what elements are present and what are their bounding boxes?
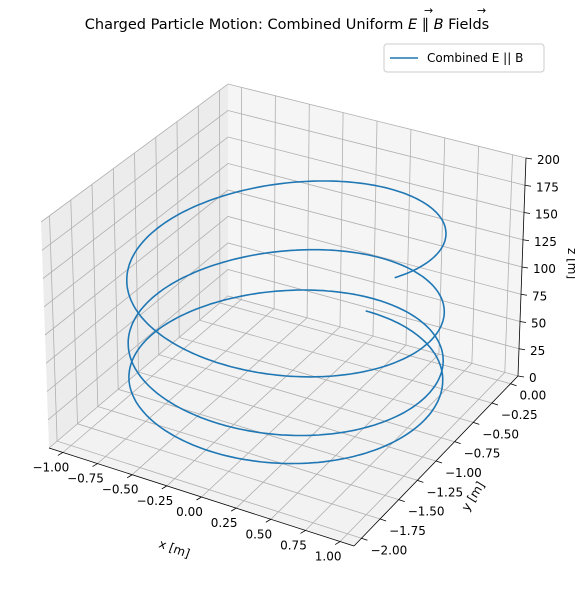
x-tick-4 bbox=[196, 496, 202, 501]
z-tick-label-3: 75 bbox=[532, 289, 547, 303]
z-tick-5 bbox=[522, 239, 530, 242]
tick-labels: −1.00−0.75−0.50−0.250.000.250.500.751.00… bbox=[32, 153, 559, 564]
x-tick-label-7: 0.75 bbox=[280, 538, 307, 552]
x-tick-0 bbox=[57, 452, 64, 456]
y-tick-label-4: −1.00 bbox=[445, 466, 482, 480]
z-tick-8 bbox=[525, 157, 533, 160]
y-tick-5 bbox=[454, 441, 461, 445]
x-tick-label-5: 0.25 bbox=[211, 516, 238, 530]
x-tick-7 bbox=[300, 530, 306, 534]
y-tick-label-0: −2.00 bbox=[370, 543, 407, 557]
legend-box bbox=[383, 43, 545, 73]
legend-label-combined: Combined E || B bbox=[427, 51, 523, 65]
z-grid-line-5 bbox=[43, 163, 524, 308]
z-tick-4 bbox=[521, 266, 529, 269]
series-line-0 bbox=[126, 180, 447, 465]
z-tick-label-7: 175 bbox=[536, 180, 559, 194]
b-vector-arrow-icon: → bbox=[477, 4, 486, 17]
z-tick-label-5: 125 bbox=[534, 235, 557, 249]
y-tick-label-3: −1.25 bbox=[426, 485, 463, 499]
x-tick-2 bbox=[126, 474, 133, 479]
z-tick-6 bbox=[523, 212, 531, 214]
chart-title: Charged Particle Motion: Combined Unifor… bbox=[85, 17, 489, 33]
z-grid-line-7 bbox=[41, 110, 526, 251]
tick-marks bbox=[57, 157, 533, 545]
z-tick-label-1: 25 bbox=[530, 344, 545, 358]
z-tick-2 bbox=[519, 321, 527, 323]
z-grid-line-8 bbox=[40, 83, 527, 223]
z-tick-0 bbox=[517, 375, 525, 378]
y-tick-7 bbox=[491, 402, 499, 406]
z-grid-line-2 bbox=[46, 242, 521, 392]
z-grid-line-6 bbox=[42, 136, 525, 279]
e-field-symbol: E bbox=[408, 17, 418, 33]
x-tick-label-0: −1.00 bbox=[32, 460, 69, 474]
z-tick-label-4: 100 bbox=[533, 262, 556, 276]
z-tick-1 bbox=[518, 348, 526, 351]
x-tick-5 bbox=[230, 507, 237, 512]
y-tick-label-2: −1.50 bbox=[408, 505, 445, 519]
x-tick-8 bbox=[334, 541, 341, 545]
series-group bbox=[126, 180, 447, 465]
x-tick-1 bbox=[92, 463, 98, 467]
left-wall-pane bbox=[41, 84, 228, 448]
e-vector-arrow-icon: → bbox=[424, 4, 433, 17]
y-tick-2 bbox=[398, 499, 405, 503]
y-tick-1 bbox=[379, 518, 387, 522]
x-tick-6 bbox=[265, 518, 272, 523]
z-tick-label-6: 150 bbox=[535, 208, 558, 222]
y-tick-label-5: −0.75 bbox=[464, 447, 501, 461]
y-tick-label-8: 0.00 bbox=[520, 389, 547, 403]
x-tick-label-3: −0.25 bbox=[136, 494, 173, 508]
y-tick-0 bbox=[361, 537, 368, 541]
z-tick-label-2: 50 bbox=[531, 317, 546, 331]
y-tick-3 bbox=[417, 479, 424, 483]
x-tick-label-4: 0.00 bbox=[176, 505, 203, 519]
z-tick-label-8: 200 bbox=[537, 153, 560, 167]
z-tick-7 bbox=[524, 184, 532, 187]
z-axis-label: z [m] bbox=[565, 248, 575, 279]
y-tick-6 bbox=[473, 421, 480, 425]
grid-lines bbox=[40, 83, 527, 542]
y-tick-label-7: −0.25 bbox=[501, 408, 538, 422]
z-grid-line-4 bbox=[44, 189, 523, 336]
y-tick-label-1: −1.75 bbox=[389, 524, 426, 538]
y-tick-8 bbox=[510, 383, 517, 387]
x-tick-label-8: 1.00 bbox=[315, 550, 342, 564]
legend: Combined E || B bbox=[383, 43, 545, 73]
y-tick-label-6: −0.50 bbox=[482, 427, 519, 441]
z-tick-3 bbox=[520, 293, 528, 296]
x-tick-label-6: 0.50 bbox=[245, 527, 272, 541]
b-field-symbol: B bbox=[434, 17, 444, 33]
x-tick-3 bbox=[161, 485, 168, 490]
z-grid-line-3 bbox=[45, 216, 522, 364]
x-tick-label-2: −0.50 bbox=[102, 483, 139, 497]
floor-pane bbox=[49, 296, 518, 546]
x-axis-label: x [m] bbox=[157, 537, 192, 561]
z-tick-label-0: 0 bbox=[529, 371, 537, 385]
x-tick-label-1: −0.75 bbox=[67, 472, 104, 486]
y-tick-4 bbox=[435, 460, 443, 464]
